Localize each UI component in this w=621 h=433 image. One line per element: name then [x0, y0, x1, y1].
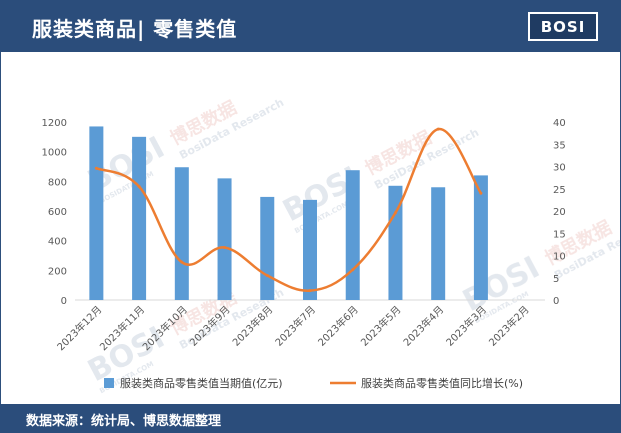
y-right-tick-label: 40: [553, 118, 566, 129]
growth-point: [223, 245, 227, 249]
y-left-tick-label: 600: [48, 207, 67, 218]
bar: [132, 136, 147, 300]
x-tick-label: 2023年6月: [315, 303, 361, 349]
bar: [89, 126, 104, 300]
bar: [217, 178, 232, 300]
growth-point: [436, 127, 440, 131]
legend-bar-label: 服装类商品零售类值当期值(亿元): [120, 376, 283, 390]
bar: [303, 199, 317, 300]
y-left-tick-label: 800: [48, 177, 67, 188]
growth-point: [393, 211, 397, 215]
y-left-tick-label: 1200: [42, 118, 67, 129]
bar: [431, 187, 446, 300]
legend-bar-swatch: [104, 378, 114, 388]
growth-point: [265, 274, 269, 278]
growth-point: [351, 268, 355, 272]
logo-text: BOSI: [540, 17, 586, 36]
y-right-tick-label: 25: [553, 185, 566, 196]
y-left-tick-label: 200: [48, 266, 67, 277]
y-right-tick-label: 30: [553, 163, 566, 174]
y-right-tick-label: 0: [553, 296, 559, 307]
y-right-tick-label: 15: [553, 229, 566, 240]
growth-point: [137, 185, 141, 189]
y-right-tick-label: 5: [553, 274, 559, 285]
legend-line-label: 服装类商品零售类值同比增长(%): [361, 376, 523, 390]
x-tick-label: 2023年3月: [443, 303, 489, 349]
x-tick-label: 2023年7月: [272, 303, 318, 349]
x-tick-label: 2023年4月: [400, 303, 446, 349]
y-left-tick-label: 0: [61, 296, 67, 307]
growth-point: [94, 166, 98, 170]
data-source: 数据来源：统计局、博思数据整理: [26, 414, 222, 429]
x-tick-label: 2023年5月: [358, 303, 404, 349]
footer-bar: 数据来源：统计局、博思数据整理: [0, 404, 621, 433]
y-left-tick-label: 1000: [42, 148, 67, 159]
y-right-tick-label: 10: [553, 252, 566, 263]
growth-point: [180, 260, 184, 264]
bosi-logo: BOSI: [528, 12, 598, 41]
x-tick-label: 2023年12月: [54, 303, 104, 353]
bar: [473, 175, 488, 300]
growth-point: [479, 191, 483, 195]
y-right-tick-label: 20: [553, 207, 566, 218]
bar: [345, 170, 360, 300]
growth-line: [95, 127, 482, 292]
header-bar: 服装类商品| 零售类值 BOSI: [0, 0, 621, 52]
bar: [174, 167, 189, 300]
bar: [260, 196, 275, 300]
y-left-tick-label: 400: [48, 237, 67, 248]
page-title: 服装类商品| 零售类值: [32, 17, 238, 41]
y-right-tick-label: 35: [553, 140, 566, 151]
growth-point: [308, 289, 312, 293]
bar: [388, 185, 403, 300]
